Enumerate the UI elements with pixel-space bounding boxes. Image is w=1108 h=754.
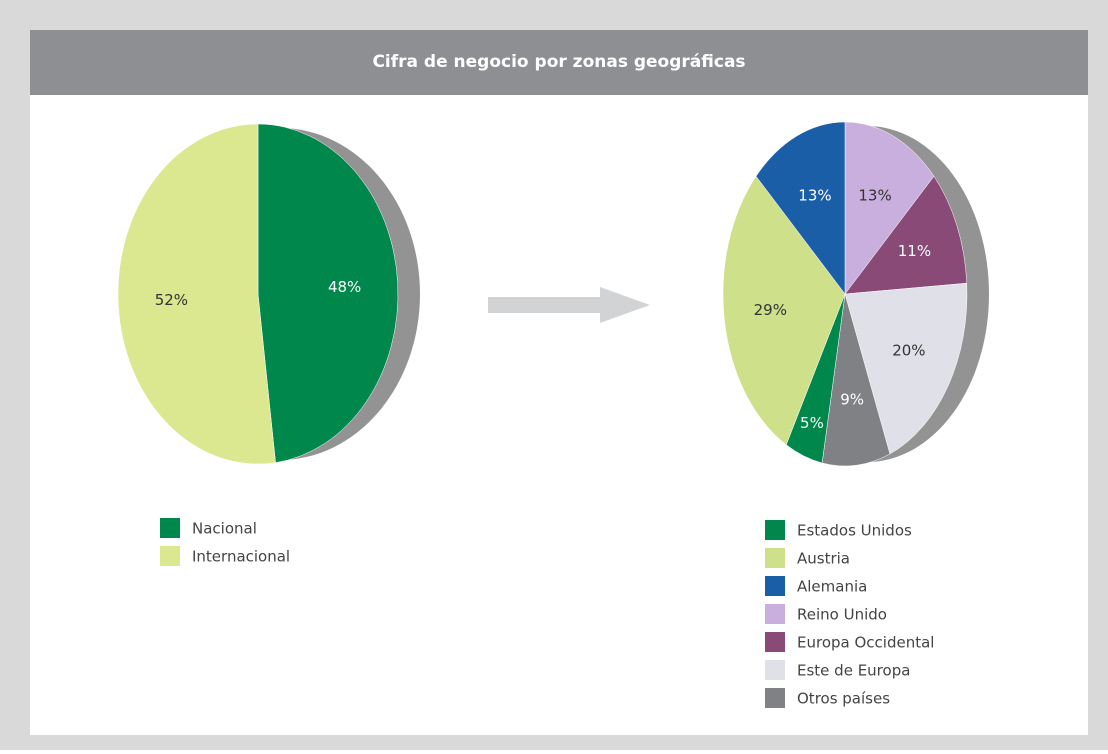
legend-label: Otros países	[797, 690, 890, 708]
legend-label: Alemania	[797, 578, 867, 596]
legend-swatch	[765, 604, 785, 624]
slice-label: 5%	[800, 414, 824, 432]
slice-label: 13%	[798, 187, 831, 205]
legend-swatch	[765, 632, 785, 652]
pie-slice	[722, 175, 846, 446]
legend-swatch	[160, 518, 180, 538]
pie-slice	[755, 121, 846, 295]
legend-label: Internacional	[192, 548, 290, 566]
legend-swatch	[765, 548, 785, 568]
slice-label: 20%	[892, 342, 925, 360]
legend-swatch	[765, 688, 785, 708]
legend-swatch	[765, 660, 785, 680]
pie-slice	[844, 121, 935, 295]
title: Cifra de negocio por zonas geográficas	[372, 52, 745, 72]
legend-label: Austria	[797, 550, 850, 568]
pie-slice	[117, 123, 276, 465]
pie-slice	[821, 293, 891, 467]
legend-swatch	[160, 546, 180, 566]
pie-slice	[257, 123, 399, 463]
legend-label: Estados Unidos	[797, 522, 912, 540]
arrow	[488, 287, 650, 323]
slice-label: 9%	[840, 391, 864, 409]
legend-swatch	[765, 520, 785, 540]
legend-label: Nacional	[192, 520, 257, 538]
legend-label: Europa Occidental	[797, 634, 934, 652]
pie-slice	[844, 282, 968, 455]
legend-label: Este de Europa	[797, 662, 910, 680]
header	[30, 30, 1088, 95]
legend-label: Reino Unido	[797, 606, 887, 624]
slice-label: 29%	[754, 301, 787, 319]
legend-swatch	[765, 576, 785, 596]
slice-label: 52%	[155, 291, 188, 309]
slice-label: 48%	[328, 278, 361, 296]
slice-label: 13%	[858, 187, 891, 205]
slice-label: 11%	[898, 242, 931, 260]
pie-slice	[844, 175, 968, 295]
